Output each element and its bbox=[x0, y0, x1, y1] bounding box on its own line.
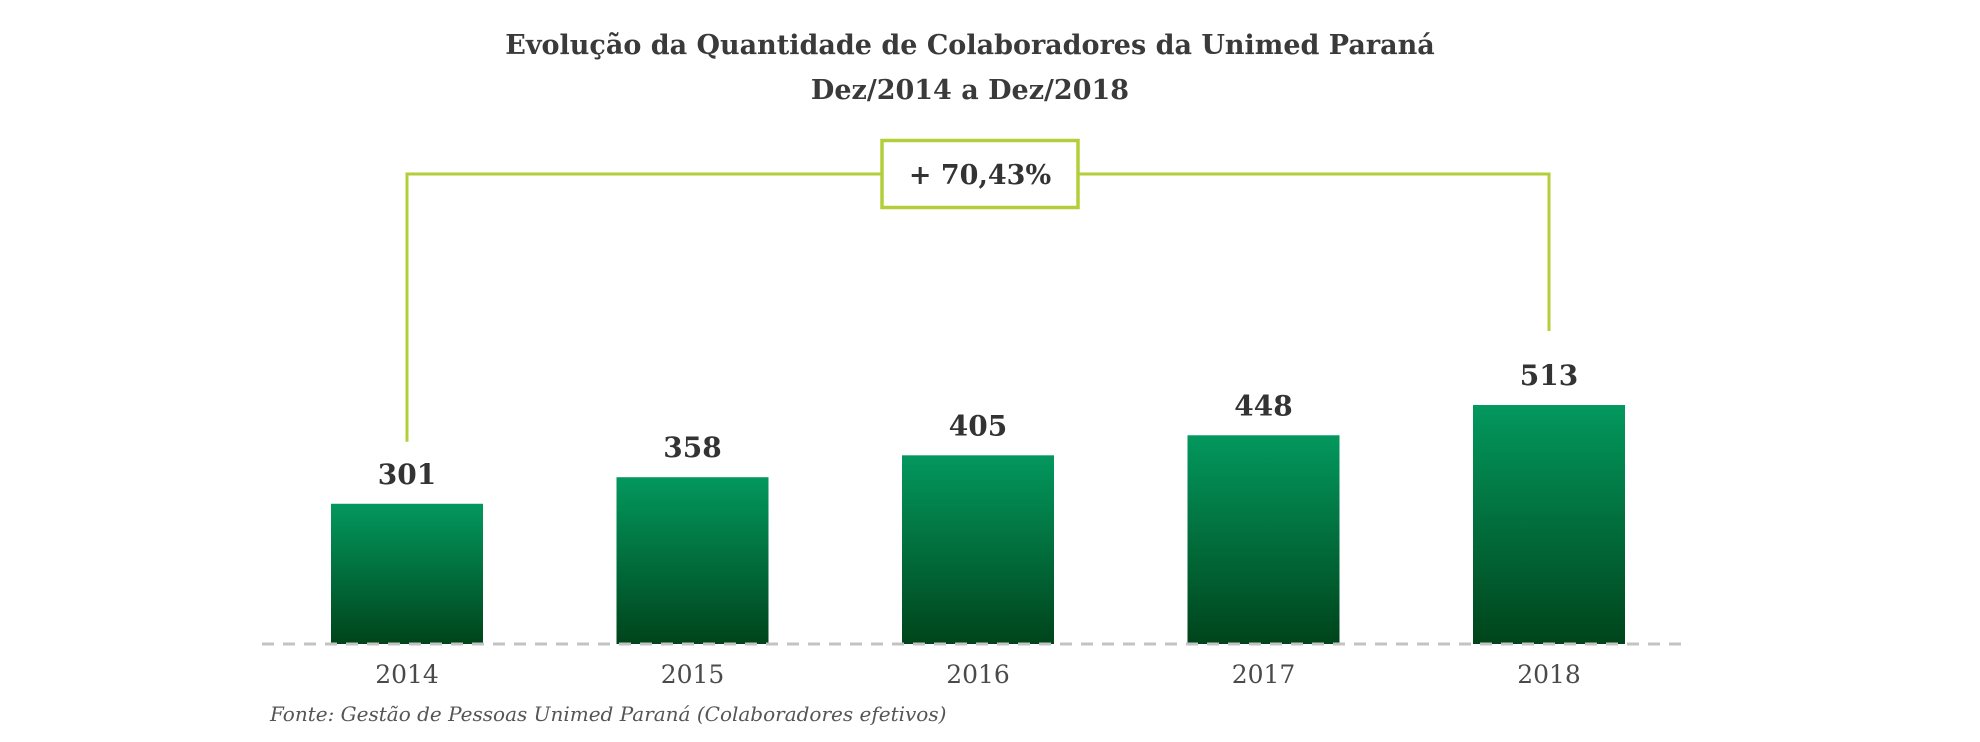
value-label-2015: 358 bbox=[663, 431, 721, 464]
tick-label-2015: 2015 bbox=[661, 660, 725, 689]
bar-2017 bbox=[1187, 435, 1340, 644]
tick-label-2017: 2017 bbox=[1232, 660, 1296, 689]
value-label-2017: 448 bbox=[1234, 389, 1292, 422]
bracket-line bbox=[405, 172, 1551, 442]
tick-label-2014: 2014 bbox=[375, 660, 439, 689]
labels-group: 301 2014 358 2015 405 2016 448 2017 513 2018 bbox=[375, 359, 1581, 689]
tick-label-2016: 2016 bbox=[946, 660, 1010, 689]
growth-label: + 70,43% bbox=[909, 160, 1051, 191]
growth-bracket: + 70,43% bbox=[405, 138, 1551, 442]
bar-2018 bbox=[1473, 405, 1625, 644]
bars-group bbox=[331, 405, 1625, 644]
value-label-2018: 513 bbox=[1520, 359, 1578, 392]
source-note: Fonte: Gestão de Pessoas Unimed Paraná (… bbox=[269, 702, 946, 726]
value-label-2016: 405 bbox=[949, 409, 1007, 442]
chart-title: Evolução da Quantidade de Colaboradores … bbox=[505, 30, 1434, 61]
tick-label-2018: 2018 bbox=[1517, 660, 1581, 689]
chart-subtitle: Dez/2014 a Dez/2018 bbox=[811, 75, 1129, 106]
bar-2014 bbox=[331, 503, 483, 644]
growth-box bbox=[880, 138, 1080, 210]
bar-2015 bbox=[616, 477, 769, 644]
bar-2016 bbox=[902, 455, 1054, 644]
value-label-2014: 301 bbox=[378, 458, 436, 491]
